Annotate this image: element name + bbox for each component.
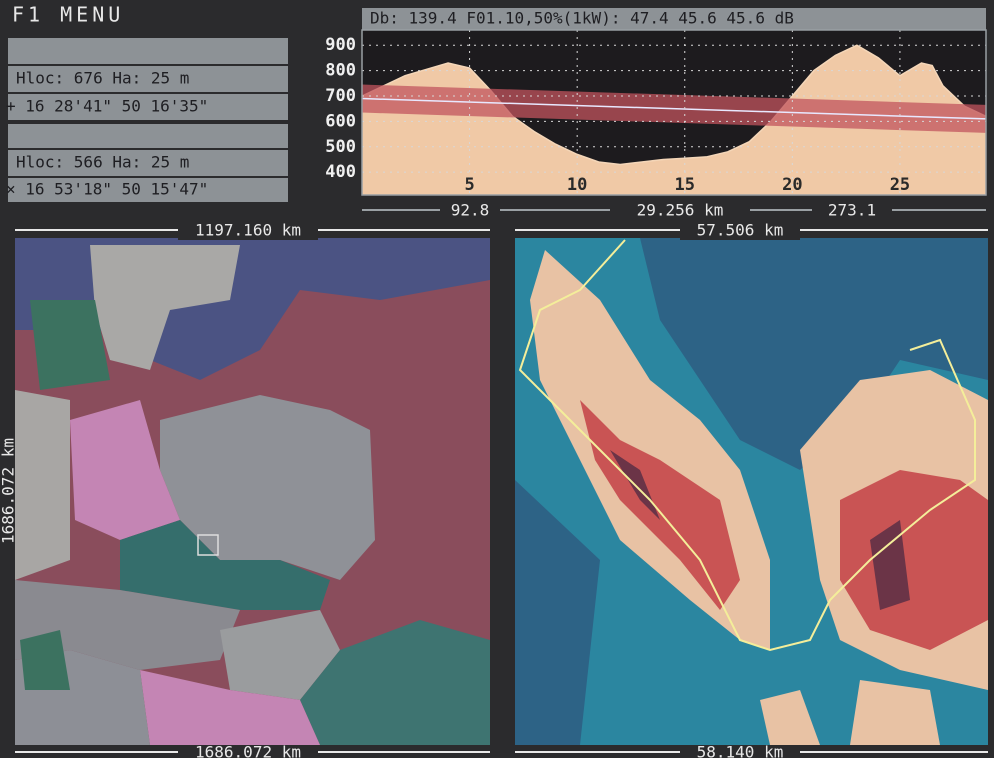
profile-header-bar xyxy=(362,8,986,30)
footer-gap xyxy=(610,200,750,220)
site-hloc: Hloc: 676 Ha: 25 m xyxy=(16,69,189,88)
scale-gap xyxy=(680,745,800,758)
scale-gap xyxy=(178,220,318,240)
panel xyxy=(8,124,288,148)
x-tick-label: 10 xyxy=(567,175,587,195)
y-tick-label: 700 xyxy=(325,86,356,106)
y-tick-label: 800 xyxy=(325,61,356,81)
map-width: 1197.160 km xyxy=(195,221,301,240)
profile-chart: 900 800 700 600 500 400 5 10 15 20 25 xyxy=(325,29,987,196)
panel xyxy=(8,66,288,92)
map-height: 1686.072 km xyxy=(0,438,18,544)
line-of-sight xyxy=(361,97,987,120)
map-width: 58.140 km xyxy=(697,743,784,758)
x-tick-label: 20 xyxy=(782,175,802,195)
x-tick-label: 25 xyxy=(890,175,910,195)
detail-map xyxy=(515,238,988,745)
y-tick-label: 400 xyxy=(325,162,356,182)
y-tick-label: 600 xyxy=(325,111,356,131)
map-width: 57.506 km xyxy=(697,221,784,240)
site-coords: × 16 53'18" 50 15'47" xyxy=(6,180,208,199)
scale-gap xyxy=(178,745,318,758)
profile-header: Db: 139.4 F01.10,50%(1kW): 47.4 45.6 45.… xyxy=(370,9,794,28)
panel xyxy=(8,178,288,202)
footer-center: 29.256 km xyxy=(637,201,724,220)
terrain-fill xyxy=(362,45,986,195)
map-width: 1686.072 km xyxy=(195,743,301,758)
menu[interactable]: F1 MENU xyxy=(12,3,124,27)
footer-gap xyxy=(812,200,892,220)
plot-frame xyxy=(361,29,987,196)
overview-map xyxy=(15,238,490,745)
panel xyxy=(8,38,288,64)
scale-gap xyxy=(680,220,800,240)
y-tick-label: 500 xyxy=(325,137,356,157)
panel xyxy=(8,94,288,120)
x-tick-label: 5 xyxy=(464,175,474,195)
site-coords: + 16 28'41" 50 16'35" xyxy=(6,97,208,116)
site-hloc: Hloc: 566 Ha: 25 m xyxy=(16,153,189,172)
footer-left: 92.8 xyxy=(451,201,490,220)
x-tick-label: 15 xyxy=(675,175,695,195)
y-tick-label: 900 xyxy=(325,35,356,55)
panel xyxy=(8,150,288,176)
footer-gap xyxy=(440,200,500,220)
footer-right: 273.1 xyxy=(828,201,876,220)
